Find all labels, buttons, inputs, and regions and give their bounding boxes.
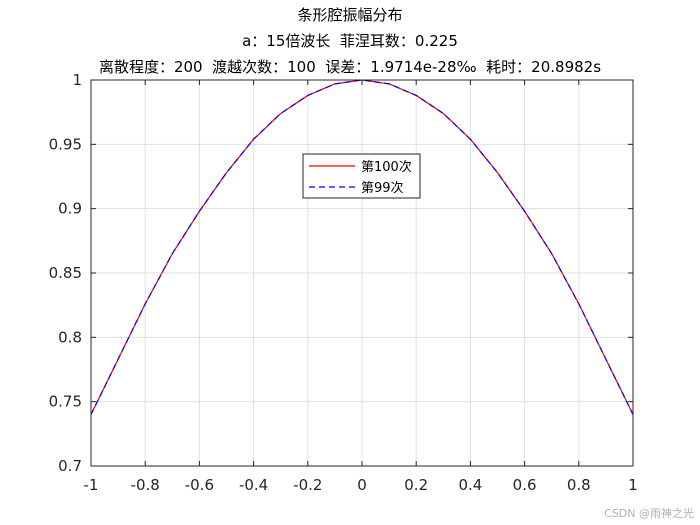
legend-label-1: 第100次 (361, 159, 412, 175)
x-tick-label: 0.4 (458, 476, 482, 494)
y-tick-label: 0.9 (58, 200, 82, 218)
axes-box (90, 79, 634, 467)
chart-title-line-2: a：15倍波长 菲涅耳数：0.225 (242, 32, 458, 50)
x-tick-label: -0.6 (185, 476, 214, 494)
y-tick-label: 1 (72, 71, 82, 89)
x-tick-label: -1 (84, 476, 99, 494)
x-tick-label: 0.6 (513, 476, 537, 494)
x-tick-label: -0.4 (239, 476, 268, 494)
legend-label-2: 第99次 (361, 180, 404, 196)
x-tick-label: 1 (628, 476, 638, 494)
x-tick-label: 0.8 (567, 476, 591, 494)
x-tick-label: 0 (357, 476, 367, 494)
chart-title-line-1: 条形腔振幅分布 (297, 6, 403, 24)
x-tick-label: 0.2 (404, 476, 428, 494)
y-tick-label: 0.85 (49, 264, 82, 282)
chart-title-line-3: 离散程度：200 渡越次数：100 误差：1.9714e-28‰ 耗时：20.8… (98, 58, 602, 76)
y-tick-label: 0.7 (58, 457, 82, 475)
y-tick-label: 0.75 (49, 393, 82, 411)
y-tick-label: 0.8 (58, 328, 82, 346)
chart-title: 条形腔振幅分布 a：15倍波长 菲涅耳数：0.225 离散程度：200 渡越次数… (0, 2, 700, 80)
y-tick-label: 0.95 (49, 135, 82, 153)
x-tick-label: -0.8 (131, 476, 160, 494)
x-tick-label: -0.2 (293, 476, 322, 494)
legend-box (302, 153, 421, 199)
watermark: CSDN @雨神之光 (604, 507, 694, 520)
